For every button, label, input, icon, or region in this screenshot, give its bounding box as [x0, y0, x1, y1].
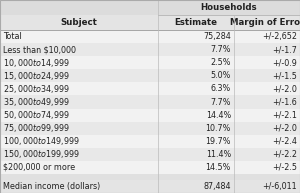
Text: 7.7%: 7.7%	[211, 45, 231, 54]
Bar	[158, 82, 234, 96]
Bar	[234, 82, 300, 96]
Text: +/-2.1: +/-2.1	[272, 111, 297, 120]
Text: Estimate: Estimate	[175, 18, 218, 27]
Bar	[158, 96, 234, 108]
Text: +/-2,652: +/-2,652	[262, 32, 297, 41]
Text: 19.7%: 19.7%	[206, 137, 231, 146]
Text: $100,000 to $149,999: $100,000 to $149,999	[3, 135, 80, 147]
Text: Households: Households	[201, 3, 257, 12]
Bar	[234, 96, 300, 108]
Bar	[0, 69, 158, 82]
Text: +/-0.9: +/-0.9	[272, 58, 297, 67]
Bar	[234, 148, 300, 161]
Text: Less than $10,000: Less than $10,000	[3, 45, 76, 54]
Bar	[234, 122, 300, 135]
Text: 11.4%: 11.4%	[206, 150, 231, 159]
Text: +/-1.6: +/-1.6	[272, 97, 297, 107]
Bar	[0, 180, 158, 193]
Bar	[234, 108, 300, 122]
Bar	[234, 30, 300, 43]
Text: 87,484: 87,484	[203, 182, 231, 191]
Text: $200,000 or more: $200,000 or more	[3, 163, 75, 172]
Bar	[0, 135, 158, 148]
Text: $35,000 to $49,999: $35,000 to $49,999	[3, 96, 70, 108]
Bar	[158, 135, 234, 148]
Bar	[234, 56, 300, 69]
Bar	[158, 56, 234, 69]
Bar	[0, 15, 158, 30]
Text: +/-2.5: +/-2.5	[272, 163, 297, 172]
Bar	[158, 43, 234, 56]
Text: $150,000 to $199,999: $150,000 to $199,999	[3, 148, 80, 160]
Bar	[0, 56, 158, 69]
Text: +/-6,011: +/-6,011	[262, 182, 297, 191]
Bar	[158, 161, 234, 174]
Bar	[0, 174, 300, 180]
Text: Total: Total	[3, 32, 22, 41]
Text: 6.3%: 6.3%	[211, 85, 231, 93]
Text: +/-1.7: +/-1.7	[272, 45, 297, 54]
Bar	[0, 96, 158, 108]
Text: $25,000 to $34,999: $25,000 to $34,999	[3, 83, 70, 95]
Text: $75,000 to $99,999: $75,000 to $99,999	[3, 122, 70, 134]
Text: 14.5%: 14.5%	[206, 163, 231, 172]
Text: 10.7%: 10.7%	[206, 124, 231, 133]
Bar	[234, 43, 300, 56]
Bar	[158, 0, 300, 15]
Text: Median income (dollars): Median income (dollars)	[3, 182, 100, 191]
Bar	[234, 69, 300, 82]
Text: $10,000 to $14,999: $10,000 to $14,999	[3, 57, 70, 69]
Text: 2.5%: 2.5%	[211, 58, 231, 67]
Bar	[0, 161, 158, 174]
Bar	[0, 30, 158, 43]
Bar	[234, 161, 300, 174]
Bar	[0, 108, 158, 122]
Text: Margin of Error: Margin of Error	[230, 18, 300, 27]
Bar	[234, 180, 300, 193]
Text: Subject: Subject	[61, 18, 98, 27]
Bar	[0, 0, 158, 15]
Text: +/-2.4: +/-2.4	[272, 137, 297, 146]
Bar	[158, 148, 234, 161]
Text: $15,000 to $24,999: $15,000 to $24,999	[3, 70, 70, 82]
Text: $50,000 to $74,999: $50,000 to $74,999	[3, 109, 70, 121]
Text: 7.7%: 7.7%	[211, 97, 231, 107]
Bar	[0, 122, 158, 135]
Bar	[158, 69, 234, 82]
Bar	[158, 108, 234, 122]
Text: +/-2.0: +/-2.0	[272, 85, 297, 93]
Bar	[158, 30, 234, 43]
Text: +/-2.2: +/-2.2	[272, 150, 297, 159]
Text: 14.4%: 14.4%	[206, 111, 231, 120]
Bar	[0, 148, 158, 161]
Bar	[234, 135, 300, 148]
Bar	[158, 15, 234, 30]
Bar	[0, 82, 158, 96]
Text: +/-1.5: +/-1.5	[272, 71, 297, 80]
Text: 75,284: 75,284	[203, 32, 231, 41]
Bar	[234, 15, 300, 30]
Bar	[0, 43, 158, 56]
Text: +/-2.0: +/-2.0	[272, 124, 297, 133]
Text: 5.0%: 5.0%	[211, 71, 231, 80]
Bar	[158, 180, 234, 193]
Bar	[158, 122, 234, 135]
